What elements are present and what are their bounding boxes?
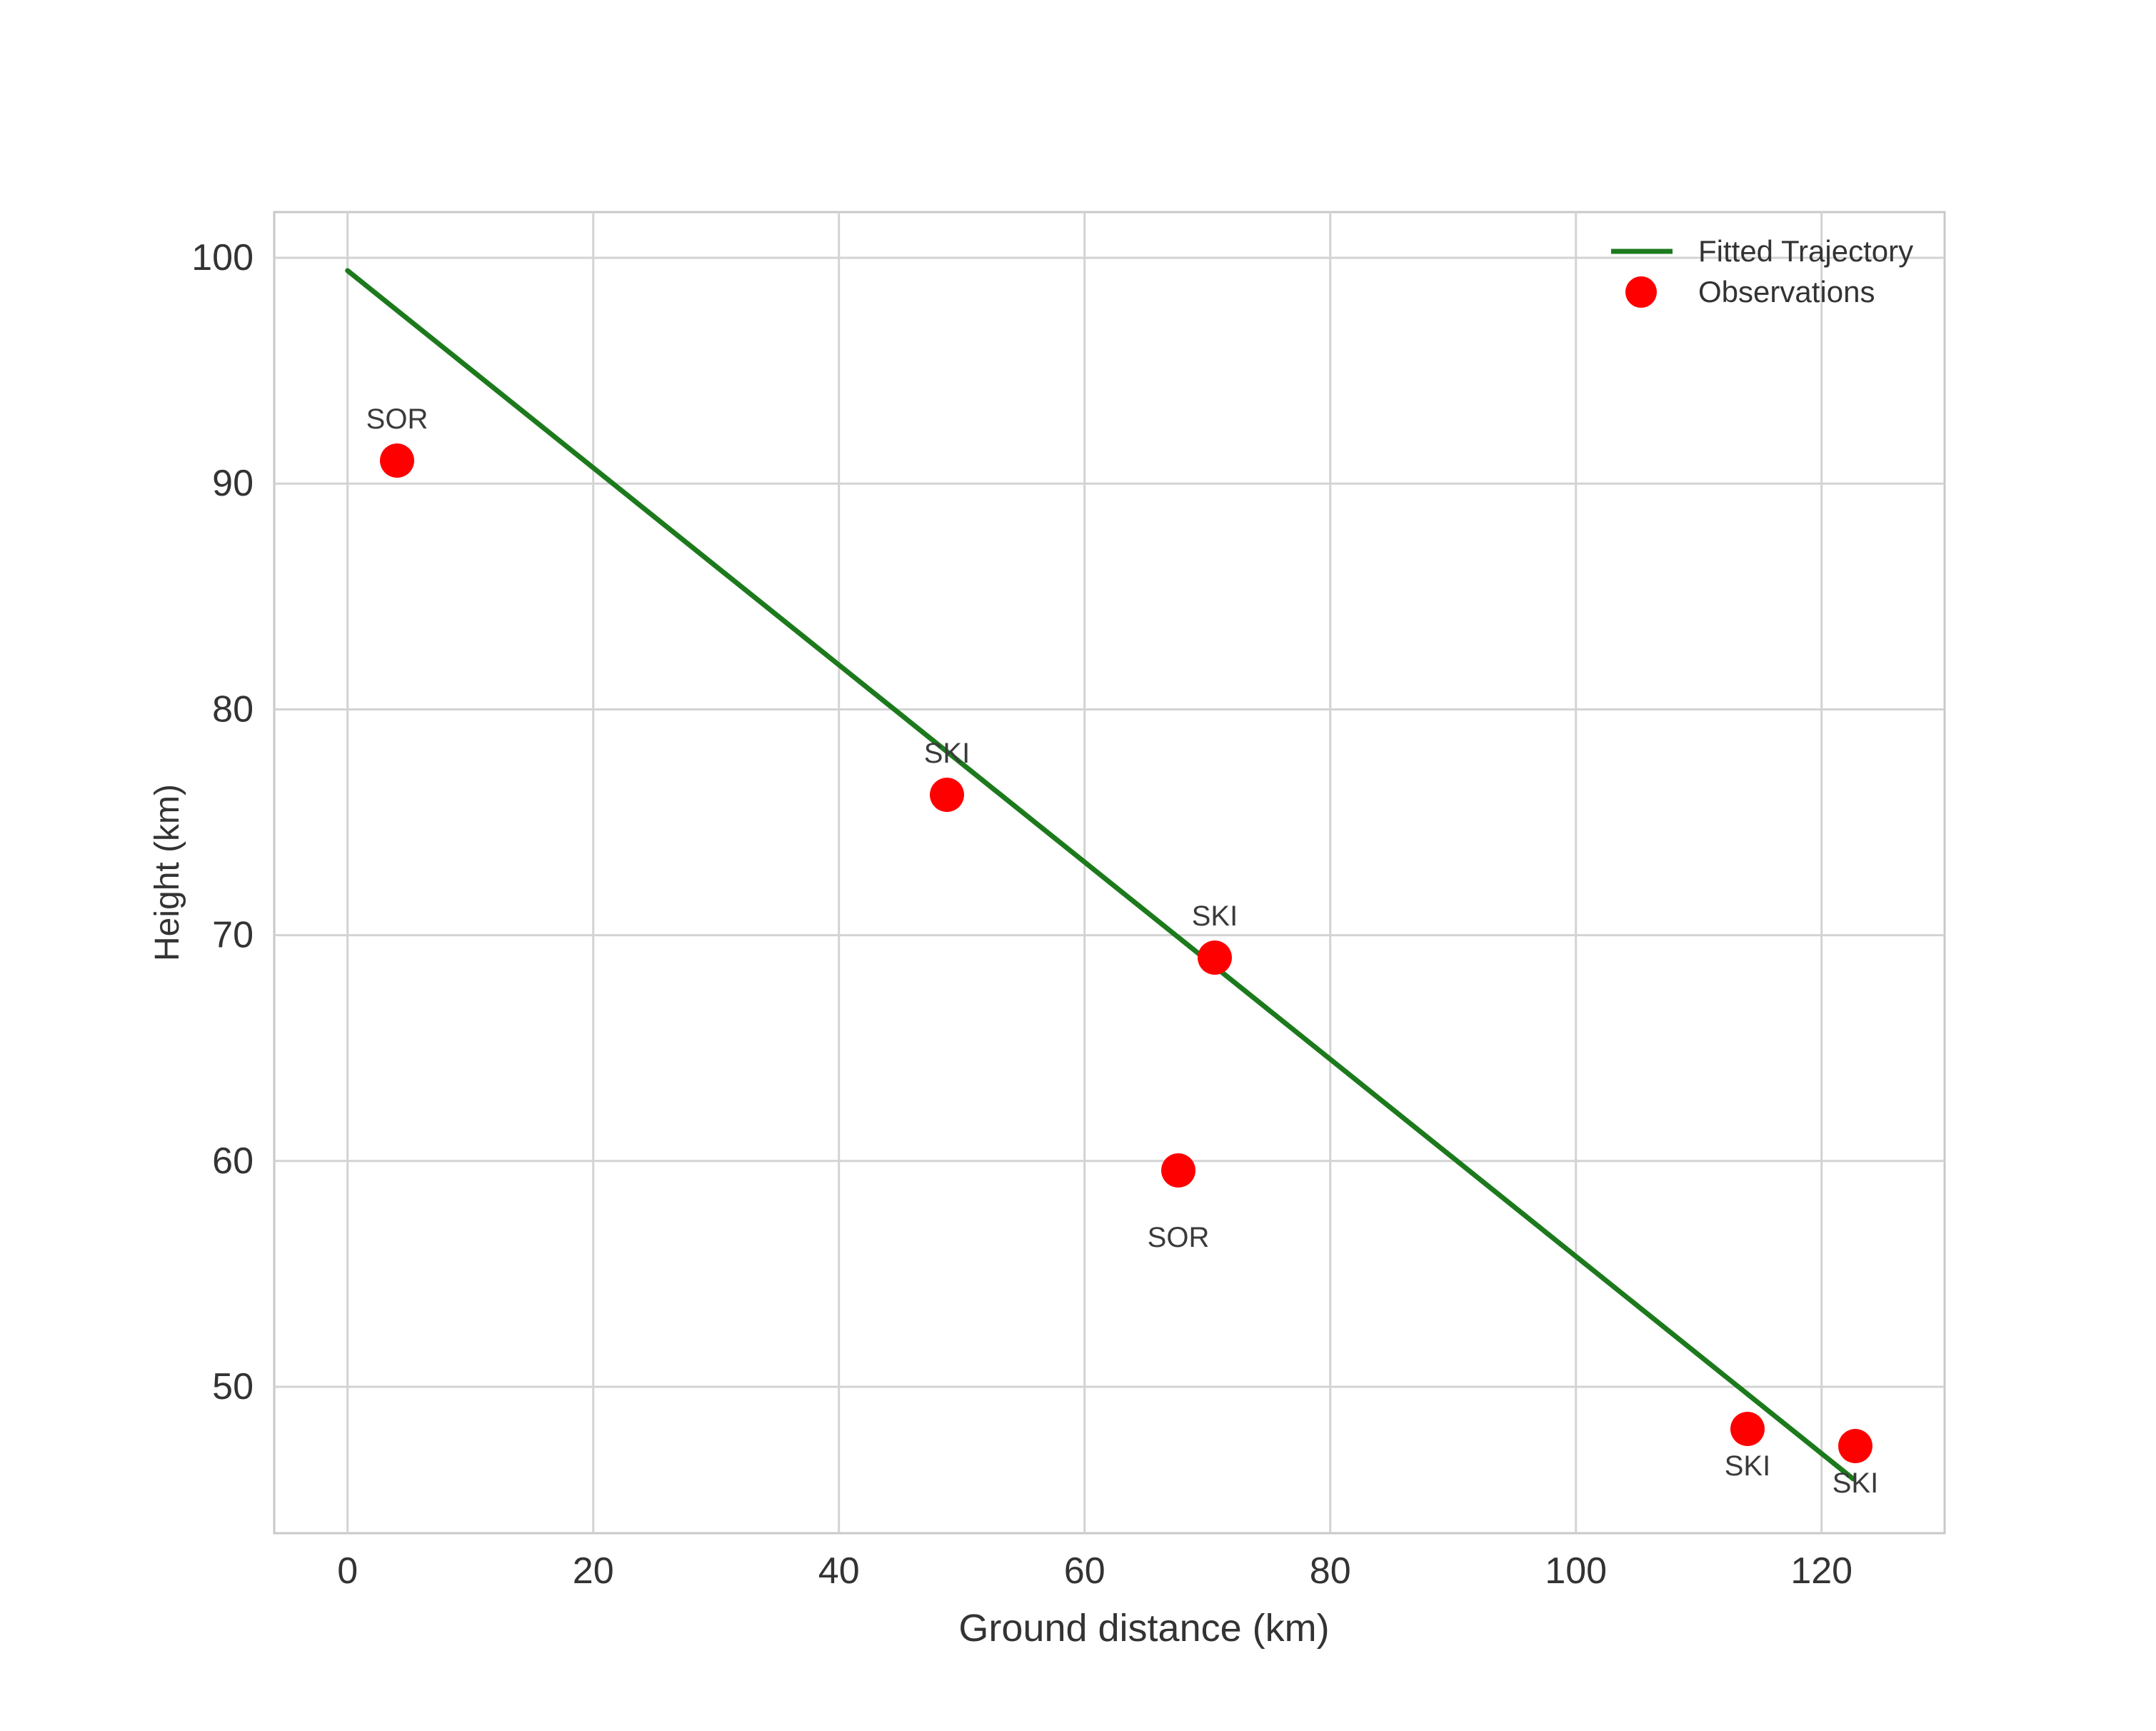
svg-text:80: 80 xyxy=(1310,1550,1351,1592)
svg-text:SKI: SKI xyxy=(1725,1450,1770,1482)
svg-text:50: 50 xyxy=(212,1366,254,1408)
svg-text:Height (km): Height (km) xyxy=(149,784,186,961)
svg-text:SOR: SOR xyxy=(1148,1222,1210,1253)
svg-text:100: 100 xyxy=(1545,1550,1607,1592)
svg-text:SKI: SKI xyxy=(1192,900,1238,932)
svg-text:Ground distance (km): Ground distance (km) xyxy=(958,1607,1329,1650)
svg-text:20: 20 xyxy=(573,1550,614,1592)
svg-text:SKI: SKI xyxy=(924,738,970,769)
svg-text:40: 40 xyxy=(818,1550,860,1592)
svg-text:120: 120 xyxy=(1790,1550,1852,1592)
svg-text:0: 0 xyxy=(337,1550,358,1592)
svg-text:100: 100 xyxy=(191,237,254,279)
svg-text:SKI: SKI xyxy=(1832,1467,1878,1499)
svg-text:70: 70 xyxy=(212,915,254,956)
svg-text:Observations: Observations xyxy=(1698,275,1875,308)
svg-text:80: 80 xyxy=(212,688,254,730)
svg-text:SOR: SOR xyxy=(366,403,428,435)
svg-text:60: 60 xyxy=(212,1140,254,1182)
svg-text:90: 90 xyxy=(212,463,254,504)
svg-text:60: 60 xyxy=(1064,1550,1105,1592)
svg-text:Fitted Trajectory: Fitted Trajectory xyxy=(1698,234,1913,268)
